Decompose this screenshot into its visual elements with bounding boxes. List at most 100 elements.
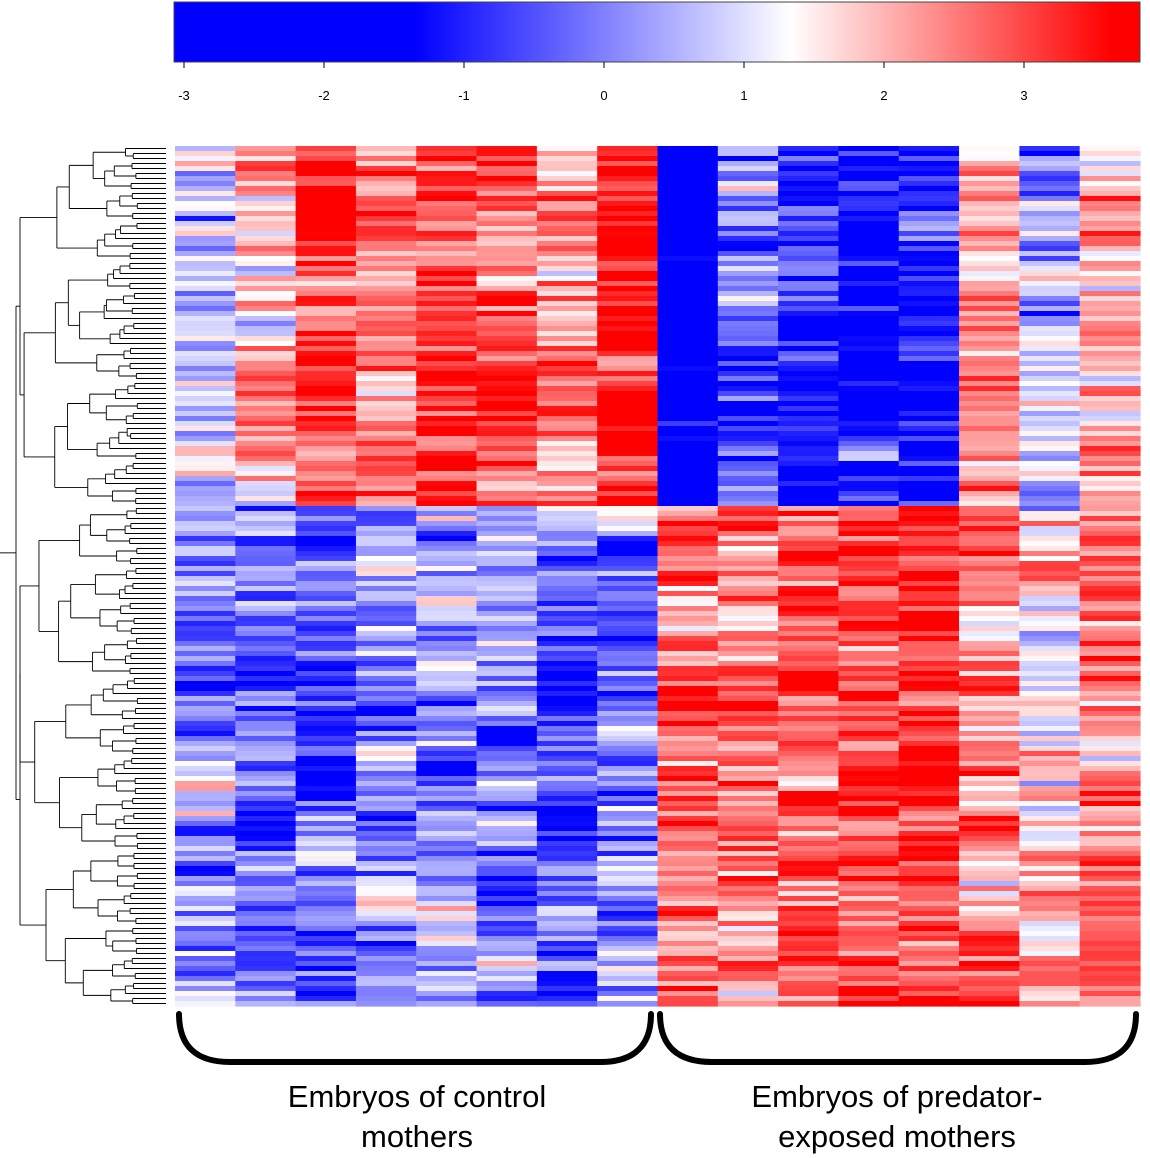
heatmap-cell (778, 206, 840, 212)
heatmap-cell (175, 446, 236, 452)
heatmap-cell (235, 891, 297, 897)
heatmap-cell (778, 776, 840, 782)
heatmap-cell (959, 196, 1020, 202)
heatmap-cell (597, 276, 659, 282)
heatmap-cell (597, 341, 659, 347)
heatmap-cell (235, 431, 297, 437)
heatmap-cell (597, 671, 659, 677)
heatmap-cell (536, 781, 598, 787)
heatmap-cell (1019, 501, 1081, 507)
heatmap-cell (476, 506, 538, 512)
heatmap-cell (175, 431, 236, 437)
heatmap-cell (295, 871, 357, 877)
heatmap-cell (597, 441, 659, 447)
heatmap-cell (536, 341, 598, 347)
heatmap-cell (838, 566, 900, 572)
heatmap-cell (476, 591, 538, 597)
heatmap-cell (838, 966, 900, 972)
heatmap-cell (235, 936, 297, 942)
heatmap-cell (235, 246, 297, 252)
heatmap-cell (536, 796, 598, 802)
heatmap-cell (657, 556, 719, 562)
heatmap-cell (778, 851, 840, 857)
heatmap-cell (657, 671, 719, 677)
heatmap-cell (295, 501, 357, 507)
heatmap-cell (597, 716, 659, 722)
heatmap-cell (235, 956, 297, 962)
heatmap-cell (536, 371, 598, 377)
heatmap-cell (597, 266, 659, 272)
heatmap-cell (416, 776, 478, 782)
heatmap-cell (898, 391, 960, 397)
heatmap-cell (235, 441, 297, 447)
heatmap-cell (175, 831, 236, 837)
heatmap-cell (778, 641, 840, 647)
heatmap-cell (536, 241, 598, 247)
heatmap-cell (838, 661, 900, 667)
heatmap-cell (657, 746, 719, 752)
heatmap-cell (536, 516, 598, 522)
heatmap-cell (355, 556, 417, 562)
heatmap-cell (778, 396, 840, 402)
heatmap-cell (355, 541, 417, 547)
heatmap-cell (959, 151, 1020, 157)
heatmap-cell (175, 441, 236, 447)
heatmap-cell (355, 441, 417, 447)
heatmap-cell (959, 306, 1020, 312)
heatmap-cell (717, 496, 779, 502)
heatmap-cell (416, 701, 478, 707)
heatmap-cell (295, 966, 357, 972)
heatmap-cell (898, 491, 960, 497)
heatmap-cell (657, 381, 719, 387)
heatmap-cell (838, 451, 900, 457)
heatmap-cell (1019, 536, 1081, 542)
heatmap-cell (235, 401, 297, 407)
heatmap-cell (295, 951, 357, 957)
heatmap-cell (597, 646, 659, 652)
heatmap-cell (175, 651, 236, 657)
heatmap-cell (838, 686, 900, 692)
heatmap-cell (657, 356, 719, 362)
heatmap-cell (898, 766, 960, 772)
heatmap-cell (778, 491, 840, 497)
heatmap-cell (1079, 966, 1141, 972)
heatmap-cell (898, 676, 960, 682)
heatmap-cell (1019, 706, 1081, 712)
heatmap-cell (778, 891, 840, 897)
heatmap-cell (717, 856, 779, 862)
heatmap-cell (1019, 256, 1081, 262)
heatmap-cell (1019, 296, 1081, 302)
heatmap-cell (1079, 386, 1141, 392)
heatmap-cell (536, 501, 598, 507)
heatmap-cell (959, 451, 1020, 457)
heatmap-cell (1019, 746, 1081, 752)
heatmap-cell (355, 871, 417, 877)
heatmap-cell (778, 486, 840, 492)
heatmap-cell (959, 676, 1020, 682)
heatmap-cell (476, 811, 538, 817)
heatmap-cell (838, 261, 900, 267)
heatmap-cell (416, 386, 478, 392)
heatmap-cell (597, 316, 659, 322)
heatmap-cell (717, 456, 779, 462)
heatmap-cell (235, 806, 297, 812)
heatmap-cell (717, 466, 779, 472)
heatmap-cell (1019, 861, 1081, 867)
heatmap-cell (416, 426, 478, 432)
heatmap-cell (898, 756, 960, 762)
heatmap-cell (597, 961, 659, 967)
heatmap-cell (597, 281, 659, 287)
heatmap-cell (355, 301, 417, 307)
heatmap-cell (838, 531, 900, 537)
heatmap-cell (175, 811, 236, 817)
heatmap-cell (898, 816, 960, 822)
heatmap-cell (717, 686, 779, 692)
heatmap-cell (778, 146, 840, 152)
heatmap-cell (235, 901, 297, 907)
heatmap-cell (717, 936, 779, 942)
heatmap-cell (898, 666, 960, 672)
heatmap-cell (597, 501, 659, 507)
heatmap-cell (778, 606, 840, 612)
heatmap-cell (717, 796, 779, 802)
heatmap-cell (1019, 191, 1081, 197)
